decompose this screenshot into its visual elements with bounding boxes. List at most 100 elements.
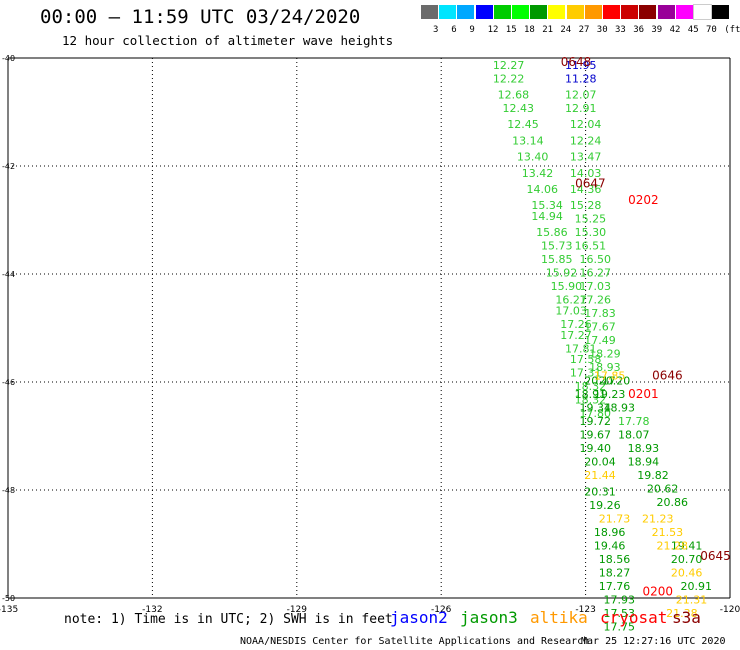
- swh-label: 19.40: [579, 442, 611, 455]
- swh-label: 12.07: [565, 89, 597, 102]
- swh-label: 19.26: [589, 499, 621, 512]
- swh-label: 19.46: [594, 539, 626, 552]
- scale-swatch: [421, 5, 438, 19]
- satellite-label-jason3: jason3: [460, 608, 518, 627]
- swh-label: 13.42: [522, 167, 554, 180]
- scale-label: 3: [433, 25, 439, 35]
- y-tick-label: -42: [2, 162, 15, 171]
- swh-label: 17.85: [594, 369, 626, 382]
- swh-label: 15.73: [541, 240, 573, 253]
- scale-label: 33: [615, 25, 626, 35]
- swh-label: 14.94: [531, 210, 563, 223]
- swh-label: 20.31: [584, 485, 616, 498]
- swh-label: 17.03: [579, 280, 611, 293]
- satellite-label-jason2: jason2: [390, 608, 448, 627]
- swh-label: 15.90: [551, 280, 583, 293]
- swh-label: 17.26: [579, 294, 611, 307]
- scale-swatch: [493, 5, 511, 19]
- swh-label: 17.67: [584, 321, 616, 334]
- swh-label: 17.83: [584, 307, 616, 320]
- swh-label: 17.80: [579, 407, 611, 420]
- swh-label: 17.49: [584, 334, 616, 347]
- swh-label: 21.53: [652, 526, 684, 539]
- time-label: 0646: [652, 368, 683, 382]
- swh-label: 19.67: [579, 429, 611, 442]
- swh-label: 18.56: [599, 553, 631, 566]
- scale-label: 36: [633, 25, 645, 35]
- swh-label: 15.25: [575, 213, 607, 226]
- y-tick-label: -50: [2, 594, 15, 603]
- time-label: 0200: [643, 584, 674, 598]
- swh-label: 17.78: [618, 415, 650, 428]
- scale-swatch: [439, 5, 457, 19]
- scale-label: 21: [542, 25, 554, 35]
- scale-label: 45: [687, 25, 699, 35]
- swh-label: 20.70: [671, 553, 703, 566]
- time-label: 0201: [628, 387, 659, 401]
- swh-label: 19.72: [579, 415, 611, 428]
- swh-label: 19.34: [579, 402, 611, 415]
- scale-label: 9: [469, 25, 475, 35]
- chart-subtitle: 12 hour collection of altimeter wave hei…: [62, 33, 394, 48]
- swh-label: 18.07: [618, 429, 650, 442]
- scale-swatch: [512, 5, 529, 19]
- swh-label: 13.47: [570, 151, 602, 164]
- swh-label: 18.94: [628, 456, 660, 469]
- swh-label: 18.27: [599, 566, 631, 579]
- swh-label: 17.58: [570, 353, 602, 366]
- scale-swatch: [712, 5, 730, 19]
- satellite-label-cryosat: cryosat: [600, 608, 668, 627]
- scale-label: 30: [596, 25, 608, 35]
- scale-label: 24: [560, 25, 572, 35]
- swh-label: 17.26: [560, 318, 592, 331]
- swh-label: 14.03: [570, 167, 602, 180]
- swh-label: 18.29: [589, 348, 621, 361]
- swh-label: 12.45: [507, 118, 539, 131]
- swh-label: 12.43: [502, 102, 534, 115]
- scale-label: 12: [487, 25, 499, 35]
- swh-label: 20.04: [584, 456, 616, 469]
- swh-label: 19.82: [637, 469, 669, 482]
- swh-label: 17.53: [604, 607, 636, 620]
- swh-label: 18.91: [575, 388, 607, 401]
- swh-label: 15.92: [546, 267, 578, 280]
- scale-label: 6: [451, 25, 457, 35]
- swh-label: 12.91: [565, 102, 597, 115]
- y-tick-label: -46: [2, 378, 15, 387]
- swh-label: 20.86: [656, 496, 688, 509]
- swh-label: 17.03: [555, 305, 587, 318]
- scale-swatch: [639, 5, 657, 19]
- scale-swatch: [475, 5, 493, 19]
- swh-label: 19.41: [671, 539, 703, 552]
- swh-label: 12.27: [493, 59, 525, 72]
- swh-label: 17.76: [599, 580, 631, 593]
- swh-label: 16.27: [579, 267, 611, 280]
- x-tick-label: -123: [575, 605, 595, 615]
- swh-label: 20.91: [681, 580, 713, 593]
- scale-swatch: [457, 5, 475, 19]
- chart-title: 00:00 – 11:59 UTC 03/24/2020: [40, 6, 361, 28]
- swh-label: 13.14: [512, 134, 544, 147]
- scale-label: 15: [505, 25, 517, 35]
- swh-label: 16.50: [579, 253, 611, 266]
- swh-label: 21.73: [599, 512, 631, 525]
- swh-label: 18.93: [628, 442, 660, 455]
- swh-label: 12.68: [498, 89, 530, 102]
- swh-label: 19.23: [594, 388, 626, 401]
- swh-label: 21.44: [584, 469, 616, 482]
- swh-label: 15.28: [570, 199, 602, 212]
- scale-label: 27: [578, 25, 590, 35]
- x-tick-label: -132: [142, 605, 162, 615]
- swh-label: 16.51: [575, 240, 607, 253]
- swh-label: 17.81: [565, 342, 597, 355]
- swh-label: 15.86: [536, 226, 568, 239]
- footer-note: note: 1) Time is in UTC; 2) SWH is in fe…: [64, 612, 393, 627]
- swh-label: 17.31: [570, 367, 602, 380]
- swh-label: 12.22: [493, 72, 525, 85]
- swh-label: 21.23: [642, 512, 674, 525]
- swh-label: 17.75: [604, 620, 636, 633]
- time-label: 0648: [561, 55, 592, 69]
- swh-label: 20.17: [584, 375, 616, 388]
- scale-swatch: [566, 5, 584, 19]
